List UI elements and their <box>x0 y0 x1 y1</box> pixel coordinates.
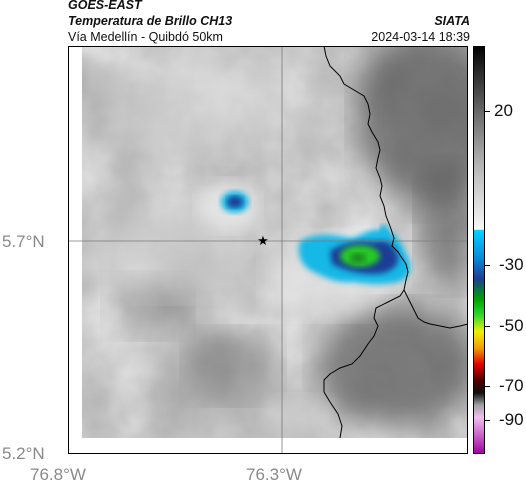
satellite-map[interactable]: ★ <box>68 26 498 454</box>
cbar-tick-mark <box>485 420 490 421</box>
cbar-tick-minus50: -50 <box>499 316 524 335</box>
national-border <box>403 289 469 329</box>
cbar-tick-mark <box>485 386 490 387</box>
lon-label-left: 76.8°W <box>30 465 86 484</box>
cbar-tick-mark <box>485 265 490 266</box>
lat-label-upper: 5.7°N <box>2 232 45 251</box>
star-icon: ★ <box>257 233 269 248</box>
product-title: Temperatura de Brillo CH13 <box>68 14 233 28</box>
cbar-tick-minus30: -30 <box>499 255 524 274</box>
lat-label-lower: 5.2°N <box>2 444 45 463</box>
satellite-title: GOES-EAST <box>68 0 142 12</box>
cbar-tick-minus90: -90 <box>499 410 524 429</box>
brightness-temperature-field <box>82 26 498 438</box>
department-border <box>323 45 409 439</box>
cbar-tick-mark <box>485 326 490 327</box>
colorbar <box>473 46 485 454</box>
region-label: Vía Medellín - Quibdó 50km <box>68 30 223 44</box>
map-image: ★ <box>68 26 498 454</box>
lon-label-right: 76.3°W <box>246 465 302 484</box>
agency-label: SIATA <box>434 14 470 28</box>
cbar-tick-minus70: -70 <box>499 376 524 395</box>
cbar-tick-20: 20 <box>494 101 513 120</box>
cbar-tick-mark <box>485 111 490 112</box>
timestamp-label: 2024-03-14 18:39 <box>371 30 470 44</box>
